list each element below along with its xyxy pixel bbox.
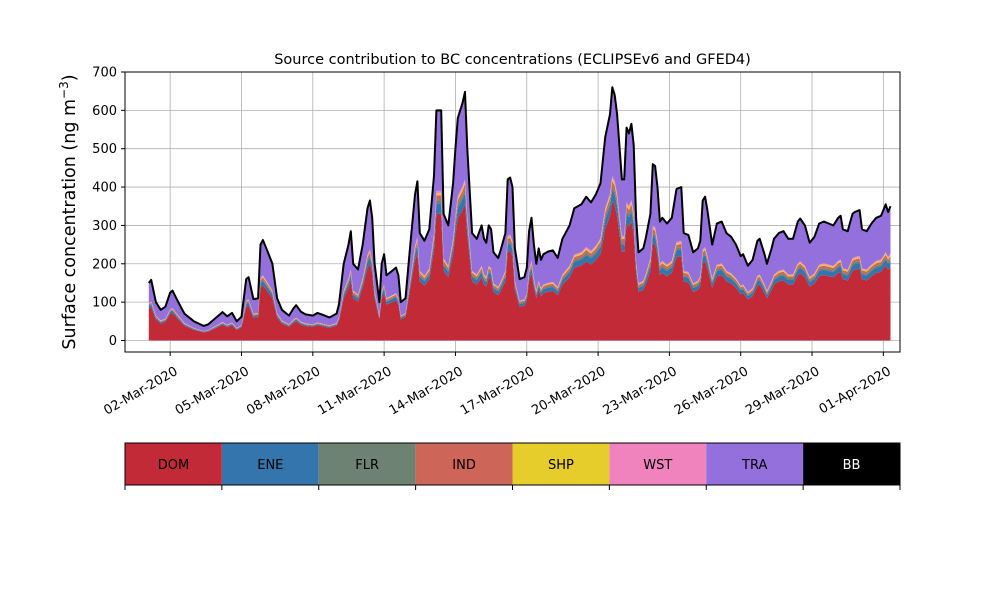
legend-swatch-ind <box>415 443 513 485</box>
legend-label-flr: FLR <box>355 458 379 473</box>
y-tick-label: 400 <box>92 181 117 196</box>
y-tick-label: 200 <box>92 257 117 272</box>
stacked-areas <box>148 87 891 341</box>
area-dom <box>148 201 891 341</box>
x-tick-label: 02-Mar-2020 <box>101 364 180 418</box>
y-ticks: 0 100 200 300 400 500 600 700 <box>92 66 125 349</box>
legend-swatch-flr <box>318 443 416 485</box>
axes-frame <box>124 71 901 353</box>
chart-title: Source contribution to BC concentrations… <box>274 52 751 68</box>
x-tick-label: 14-Mar-2020 <box>387 364 466 418</box>
legend-swatch-ene <box>221 443 319 485</box>
y-tick-label: 0 <box>109 334 117 349</box>
x-tick-label: 05-Mar-2020 <box>173 364 252 418</box>
legend-label-wst: WST <box>643 458 672 473</box>
x-tick-label: 08-Mar-2020 <box>244 364 323 418</box>
y-tick-label: 500 <box>92 142 117 157</box>
legend-label-tra: TRA <box>741 458 767 473</box>
legend-swatch-wst <box>609 443 707 485</box>
x-ticks: 02-Mar-202005-Mar-202008-Mar-202011-Mar-… <box>101 352 894 418</box>
y-axis-label-superscript: −3 <box>57 81 71 99</box>
x-tick-label: 11-Mar-2020 <box>315 364 394 418</box>
y-axis-label: Surface concentration (ng m−3) <box>57 74 80 349</box>
legend-label-bb: BB <box>843 458 861 473</box>
legend-swatch-tra <box>706 443 804 485</box>
legend-label-shp: SHP <box>548 458 574 473</box>
colorbar-legend: DOM ENE FLR IND SHP WST TRA BB <box>124 442 901 490</box>
y-tick-label: 100 <box>92 296 117 311</box>
x-tick-label: 23-Mar-2020 <box>601 364 680 418</box>
legend-label-ene: ENE <box>257 458 283 473</box>
legend-label-dom: DOM <box>158 458 189 473</box>
x-tick-label: 17-Mar-2020 <box>458 364 537 418</box>
legend-label-ind: IND <box>452 458 476 473</box>
area-tra <box>148 87 891 331</box>
y-tick-label: 300 <box>92 219 117 234</box>
legend-swatch-shp <box>512 443 610 485</box>
x-tick-label: 01-Apr-2020 <box>817 364 894 417</box>
x-tick-label: 20-Mar-2020 <box>529 364 608 418</box>
legend-swatch-dom <box>125 443 222 485</box>
y-axis-label-close: ) <box>60 74 80 81</box>
y-axis-label-main: Surface concentration (ng m <box>60 99 80 350</box>
x-tick-label: 29-Mar-2020 <box>743 364 822 418</box>
y-tick-label: 600 <box>92 104 117 119</box>
legend-swatch-bb <box>803 443 900 485</box>
y-tick-label: 700 <box>92 66 117 81</box>
x-tick-label: 26-Mar-2020 <box>672 364 751 418</box>
total-series-line <box>148 86 892 327</box>
total-line <box>148 86 892 327</box>
